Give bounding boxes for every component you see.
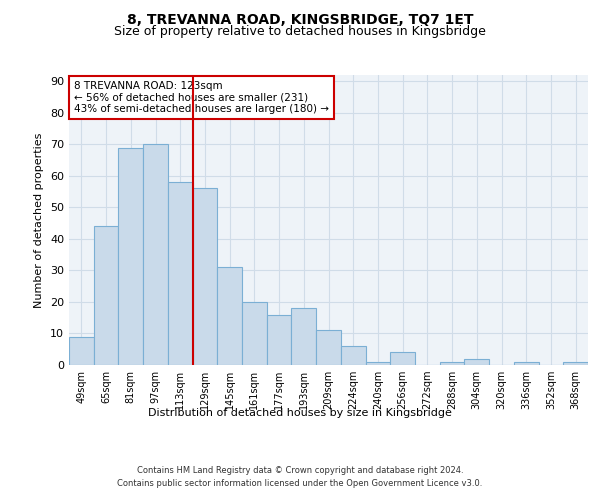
Y-axis label: Number of detached properties: Number of detached properties [34,132,44,308]
Bar [168,182,193,365]
Bar [292,308,316,365]
Text: Size of property relative to detached houses in Kingsbridge: Size of property relative to detached ho… [114,25,486,38]
Bar [563,362,588,365]
Text: 8, TREVANNA ROAD, KINGSBRIDGE, TQ7 1ET: 8, TREVANNA ROAD, KINGSBRIDGE, TQ7 1ET [127,12,473,26]
Bar [118,148,143,365]
Text: Contains public sector information licensed under the Open Government Licence v3: Contains public sector information licen… [118,479,482,488]
Bar [242,302,267,365]
Bar [464,358,489,365]
Text: 8 TREVANNA ROAD: 123sqm
← 56% of detached houses are smaller (231)
43% of semi-d: 8 TREVANNA ROAD: 123sqm ← 56% of detache… [74,81,329,114]
Bar [316,330,341,365]
Bar [341,346,365,365]
Bar [514,362,539,365]
Bar [390,352,415,365]
Bar [440,362,464,365]
Text: Distribution of detached houses by size in Kingsbridge: Distribution of detached houses by size … [148,408,452,418]
Bar [94,226,118,365]
Bar [365,362,390,365]
Bar [193,188,217,365]
Bar [267,314,292,365]
Text: Contains HM Land Registry data © Crown copyright and database right 2024.: Contains HM Land Registry data © Crown c… [137,466,463,475]
Bar [143,144,168,365]
Bar [69,336,94,365]
Bar [217,268,242,365]
